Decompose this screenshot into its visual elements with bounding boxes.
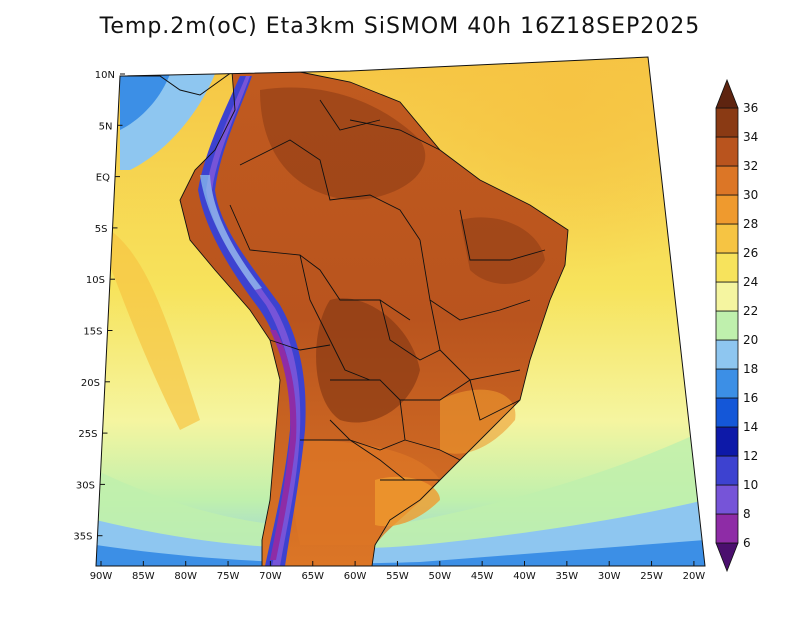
map-domain	[96, 57, 705, 566]
lon-tick-label: 90W	[90, 571, 113, 582]
lat-tick-label: 10N	[95, 70, 115, 81]
colorbar-label: 36	[743, 101, 758, 115]
lon-tick-label: 65W	[301, 571, 324, 582]
lat-tick-label: 15S	[83, 327, 102, 338]
colorbar-swatch	[715, 165, 739, 196]
colorbar-swatch	[715, 368, 739, 399]
colorbar-swatch	[715, 426, 739, 457]
lon-tick-label: 35W	[556, 571, 579, 582]
colorbar-low-cap	[715, 542, 739, 573]
colorbar: 6 8 10 12 14 16 18 20 22 24 26 28 30 32 34 36	[715, 78, 758, 573]
colorbar-label: 12	[743, 449, 758, 463]
map-title: Temp.2m(oC) Eta3km SiSMOM 40h 16Z18SEP20…	[99, 14, 701, 39]
colorbar-swatch	[715, 194, 739, 225]
colorbar-swatch	[715, 455, 739, 486]
lat-tick-label: 10S	[86, 275, 105, 286]
colorbar-label: 22	[743, 304, 758, 318]
lat-tick-label: 35S	[73, 532, 92, 543]
colorbar-label: 32	[743, 159, 758, 173]
colorbar-label: 34	[743, 130, 758, 144]
lon-tick-label: 40W	[513, 571, 536, 582]
andes-cold-band	[198, 76, 306, 566]
colorbar-label: 20	[743, 333, 758, 347]
lon-tick-label: 85W	[132, 571, 155, 582]
country-borders	[179, 71, 569, 566]
lon-tick-label: 75W	[217, 571, 240, 582]
longitude-axis: 90W 85W 80W 75W 70W 65W 60W 55W 50W 45W 40W 35W 30W 2…	[90, 561, 706, 582]
lon-tick-label: 50W	[428, 571, 451, 582]
lon-tick-label: 60W	[344, 571, 367, 582]
lon-tick-label: 45W	[471, 571, 494, 582]
colorbar-label: 8	[743, 507, 751, 521]
colorbar-swatch	[715, 484, 739, 515]
colorbar-label: 18	[743, 362, 758, 376]
colorbar-swatch	[715, 397, 739, 428]
lat-tick-label: 25S	[78, 429, 97, 440]
colorbar-swatch	[715, 223, 739, 254]
colorbar-high-cap	[715, 78, 739, 109]
lon-tick-label: 80W	[174, 571, 197, 582]
colorbar-swatch	[715, 281, 739, 312]
lat-tick-label: 5S	[95, 224, 108, 235]
colorbar-swatch	[715, 252, 739, 283]
lon-tick-label: 20W	[683, 571, 706, 582]
colorbar-label: 6	[743, 536, 751, 550]
colorbar-swatch	[715, 339, 739, 370]
colorbar-label: 28	[743, 217, 758, 231]
latitude-axis: 10N 5N EQ 5S 10S 15S 20S 25S 30S 35S	[73, 70, 125, 543]
lat-tick-label: 30S	[76, 480, 95, 491]
colorbar-swatch	[715, 107, 739, 138]
colorbar-swatch	[715, 310, 739, 341]
lon-tick-label: 30W	[598, 571, 621, 582]
colorbar-label: 16	[743, 391, 758, 405]
colorbar-label: 24	[743, 275, 758, 289]
lat-tick-label: 5N	[99, 121, 113, 132]
lon-tick-label: 70W	[259, 571, 282, 582]
colorbar-label: 10	[743, 478, 758, 492]
colorbar-label: 30	[743, 188, 758, 202]
lon-tick-label: 25W	[640, 571, 663, 582]
lat-tick-label: EQ	[96, 173, 110, 184]
lat-tick-label: 20S	[81, 378, 100, 389]
colorbar-swatch	[715, 513, 739, 544]
colorbar-label: 14	[743, 420, 758, 434]
colorbar-swatch	[715, 136, 739, 167]
colorbar-label: 26	[743, 246, 758, 260]
lon-tick-label: 55W	[386, 571, 409, 582]
